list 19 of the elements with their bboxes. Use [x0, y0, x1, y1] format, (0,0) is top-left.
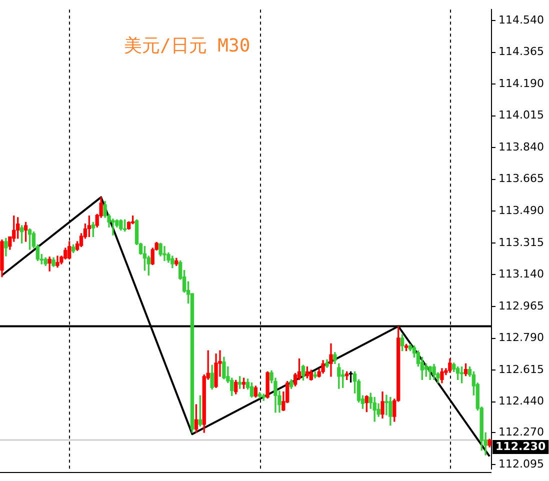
y-tick-label: 112.270	[498, 426, 544, 439]
y-tick-label: 113.665	[498, 172, 544, 186]
y-tick-label: 112.965	[498, 299, 544, 312]
y-tick-label: 112.440	[498, 394, 544, 408]
y-tick-label: 113.140	[498, 268, 544, 281]
y-tick-label: 113.315	[498, 236, 544, 249]
y-tick-label: 114.015	[498, 108, 544, 122]
y-tick-label: 112.790	[498, 331, 544, 344]
y-tick-label: 114.190	[498, 76, 544, 90]
y-tick-label: 112.615	[498, 362, 544, 376]
y-tick-label: 114.365	[498, 45, 544, 58]
y-tick-label: 113.490	[498, 204, 544, 218]
y-tick-label: 113.840	[498, 140, 544, 154]
candlestick	[111, 218, 115, 236]
ref-line-label: 112.230	[496, 440, 546, 453]
text: 美元/日元 M30	[124, 35, 250, 56]
y-tick-label: 114.540	[498, 13, 544, 26]
candlestick	[384, 394, 388, 416]
y-tick-label: 112.095	[498, 457, 544, 470]
